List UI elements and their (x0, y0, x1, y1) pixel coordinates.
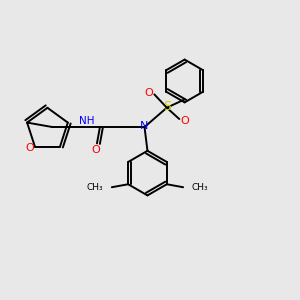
Text: NH: NH (79, 116, 94, 126)
Text: N: N (140, 121, 149, 130)
Text: O: O (145, 88, 153, 98)
Text: O: O (180, 116, 189, 125)
Text: CH₃: CH₃ (87, 183, 104, 192)
Text: O: O (25, 143, 34, 153)
Text: O: O (91, 145, 100, 155)
Text: CH₃: CH₃ (191, 183, 208, 192)
Text: S: S (163, 100, 171, 113)
